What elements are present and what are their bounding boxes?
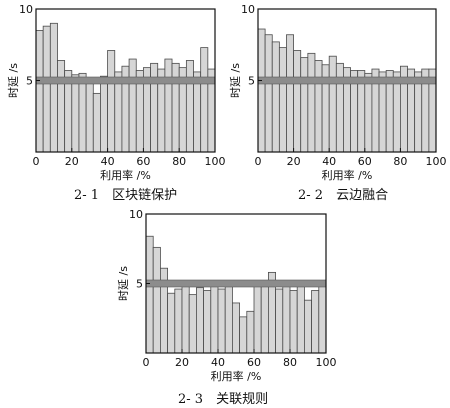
bar bbox=[210, 285, 219, 354]
reference-band bbox=[257, 76, 437, 85]
bar bbox=[128, 58, 137, 153]
bar bbox=[300, 57, 309, 153]
bar bbox=[150, 62, 159, 153]
bar bbox=[335, 62, 344, 153]
x-tick-label: 80 bbox=[393, 155, 407, 168]
x-tick-label: 20 bbox=[65, 155, 79, 168]
bar bbox=[188, 294, 197, 354]
bar bbox=[275, 288, 284, 354]
bar bbox=[107, 50, 116, 153]
bar bbox=[303, 299, 312, 354]
bar bbox=[296, 285, 305, 354]
x-tick-label: 60 bbox=[247, 356, 261, 369]
x-tick-label: 20 bbox=[175, 356, 189, 369]
bar bbox=[78, 72, 87, 153]
y-tick-label: 5 bbox=[248, 75, 255, 88]
x-tick-label: 40 bbox=[211, 356, 225, 369]
x-tick-label: 100 bbox=[316, 356, 337, 369]
bar bbox=[257, 28, 266, 153]
x-tick-label: 20 bbox=[287, 155, 301, 168]
y-tick-label: 5 bbox=[136, 278, 143, 291]
x-tick-label: 0 bbox=[33, 155, 40, 168]
x-tick-label: 0 bbox=[255, 155, 262, 168]
bar bbox=[286, 34, 295, 153]
bar bbox=[57, 60, 66, 153]
x-tick-label: 100 bbox=[205, 155, 226, 168]
bar bbox=[260, 285, 269, 354]
y-tick-label: 10 bbox=[19, 3, 33, 16]
bar bbox=[71, 74, 80, 153]
bar bbox=[328, 55, 337, 153]
bar bbox=[145, 235, 154, 354]
bar bbox=[185, 60, 194, 153]
bar bbox=[167, 292, 176, 354]
y-tick-label: 10 bbox=[129, 208, 143, 221]
x-tick-label: 0 bbox=[143, 356, 150, 369]
x-tick-label: 40 bbox=[322, 155, 336, 168]
bar bbox=[278, 47, 287, 153]
bar bbox=[307, 52, 316, 153]
bar bbox=[200, 47, 209, 153]
bar bbox=[318, 284, 327, 354]
bar bbox=[239, 316, 248, 354]
x-tick-label: 40 bbox=[101, 155, 115, 168]
bar bbox=[364, 72, 373, 153]
bar bbox=[246, 310, 255, 354]
bar bbox=[35, 30, 44, 153]
caption-2-3: 2- 3 关联规则 bbox=[178, 392, 269, 407]
chart-panel-2: 0 20 40 60 80 100 5 10 利用率 /% 时延 /s bbox=[229, 3, 447, 182]
bar bbox=[203, 290, 212, 354]
bar bbox=[152, 246, 161, 354]
bar bbox=[92, 92, 101, 153]
y-tick-label: 5 bbox=[26, 75, 33, 88]
bar bbox=[171, 62, 180, 153]
reference-band bbox=[145, 279, 327, 288]
x-tick-label: 80 bbox=[283, 356, 297, 369]
bar bbox=[42, 25, 51, 153]
bar bbox=[224, 284, 233, 354]
bar bbox=[314, 60, 323, 153]
y-axis-label: 时延 /s bbox=[229, 63, 242, 98]
bar bbox=[293, 50, 302, 153]
x-tick-label: 60 bbox=[358, 155, 372, 168]
reference-band bbox=[35, 76, 216, 85]
bar bbox=[174, 288, 183, 354]
x-tick-label: 60 bbox=[136, 155, 150, 168]
bar bbox=[271, 41, 280, 153]
y-tick-label: 10 bbox=[241, 3, 255, 16]
bar bbox=[311, 290, 320, 354]
bar bbox=[264, 34, 273, 153]
x-axis-label: 利用率 /% bbox=[211, 369, 262, 383]
bar bbox=[289, 290, 298, 354]
bar bbox=[100, 75, 109, 153]
caption-2-1: 2- 1 区块链保护 bbox=[74, 188, 178, 203]
bar bbox=[49, 22, 58, 153]
bar bbox=[231, 302, 240, 354]
bar bbox=[85, 77, 94, 153]
y-axis-label: 时延 /s bbox=[7, 63, 20, 98]
x-axis-label: 利用率 /% bbox=[322, 168, 373, 182]
bar bbox=[217, 288, 226, 354]
caption-2-2: 2- 2 云边融合 bbox=[298, 188, 389, 203]
bar bbox=[181, 285, 190, 354]
x-tick-label: 100 bbox=[426, 155, 447, 168]
bar bbox=[253, 285, 262, 354]
bar bbox=[282, 284, 291, 354]
bar bbox=[195, 287, 204, 354]
x-tick-label: 80 bbox=[172, 155, 186, 168]
chart-panel-3: 0 20 40 60 80 100 5 10 利用率 /% 时延 /s bbox=[117, 208, 337, 383]
y-axis-label: 时延 /s bbox=[117, 266, 130, 301]
x-axis-label: 利用率 /% bbox=[100, 168, 151, 182]
chart-panel-1: 0 20 40 60 80 100 5 10 利用率 /% 时延 /s bbox=[7, 3, 226, 182]
bar bbox=[164, 58, 173, 153]
